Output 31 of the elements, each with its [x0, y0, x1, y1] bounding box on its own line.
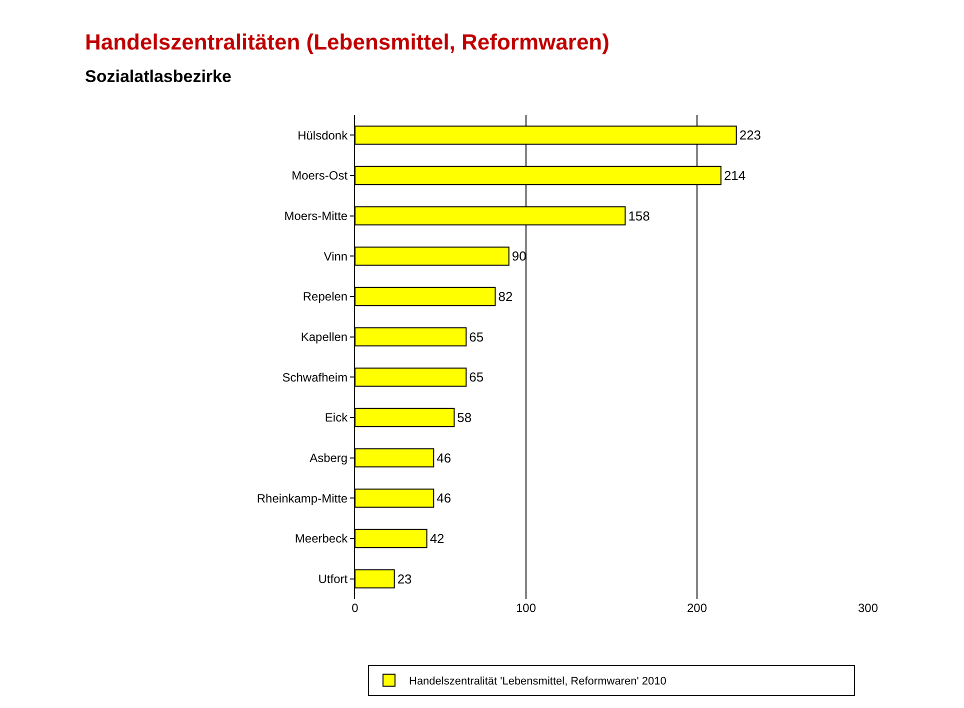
x-tick-label: 200: [686, 601, 708, 615]
y-tick-label: Meerbeck: [294, 532, 349, 546]
data-label: 65: [469, 370, 484, 385]
y-tick-label: Moers-Mitte: [284, 209, 348, 224]
data-label: 58: [457, 410, 472, 426]
x-tick-label: 0: [352, 601, 359, 615]
data-label: 214: [724, 168, 746, 184]
chart-title: Handelszentralitäten (Lebensmittel, Reformwaren): [85, 30, 610, 55]
data-label: 46: [436, 490, 452, 506]
y-tick-label: Vinn: [324, 249, 348, 264]
y-tick-label: Asberg: [310, 451, 348, 466]
data-label: 65: [469, 329, 484, 344]
y-tick-label: Schwafheim: [282, 370, 348, 384]
data-label: 42: [430, 531, 444, 546]
x-tick-label: 100: [516, 601, 536, 615]
x-tick-label: 300: [858, 601, 878, 615]
y-tick-label: Hülsdonk: [298, 128, 349, 142]
data-label: 158: [628, 208, 650, 224]
y-tick-label: Eick: [324, 410, 349, 425]
data-label: 223: [739, 128, 762, 143]
data-label: 82: [498, 289, 513, 304]
data-label: 90: [512, 248, 526, 264]
y-tick-label: Repelen: [302, 290, 348, 304]
y-tick-label: Utfort: [318, 572, 348, 586]
y-tick-label: Moers-Ost: [292, 168, 348, 183]
text: Sozialatlasbezirke: [85, 66, 232, 86]
y-tick-label: Rheinkamp-Mitte: [256, 491, 348, 506]
legend-label: Handelszentralität 'Lebensmittel, Reformwaren' 2010: [409, 676, 666, 688]
y-tick-label: Kapellen: [300, 330, 348, 344]
data-label: 23: [397, 571, 412, 586]
data-label: 46: [436, 450, 452, 466]
